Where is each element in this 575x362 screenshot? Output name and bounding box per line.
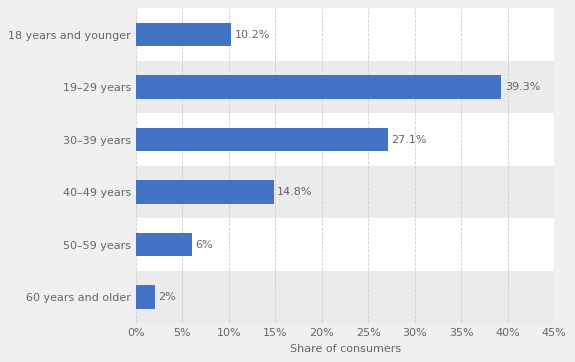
Bar	[136, 61, 554, 113]
Bar	[136, 128, 388, 151]
X-axis label: Share of consumers: Share of consumers	[290, 344, 401, 354]
Bar	[136, 285, 155, 309]
Text: 14.8%: 14.8%	[277, 187, 313, 197]
Bar	[136, 233, 191, 256]
Text: 2%: 2%	[158, 292, 176, 302]
Bar	[136, 113, 554, 166]
Bar	[136, 23, 231, 46]
Bar	[136, 180, 274, 204]
Bar	[136, 8, 554, 61]
Text: 10.2%: 10.2%	[235, 30, 270, 39]
Text: 6%: 6%	[196, 240, 213, 249]
Text: 39.3%: 39.3%	[505, 82, 540, 92]
Bar	[136, 75, 501, 99]
Bar	[136, 271, 554, 323]
Text: 27.1%: 27.1%	[392, 135, 427, 144]
Bar	[136, 218, 554, 271]
Bar	[136, 166, 554, 218]
